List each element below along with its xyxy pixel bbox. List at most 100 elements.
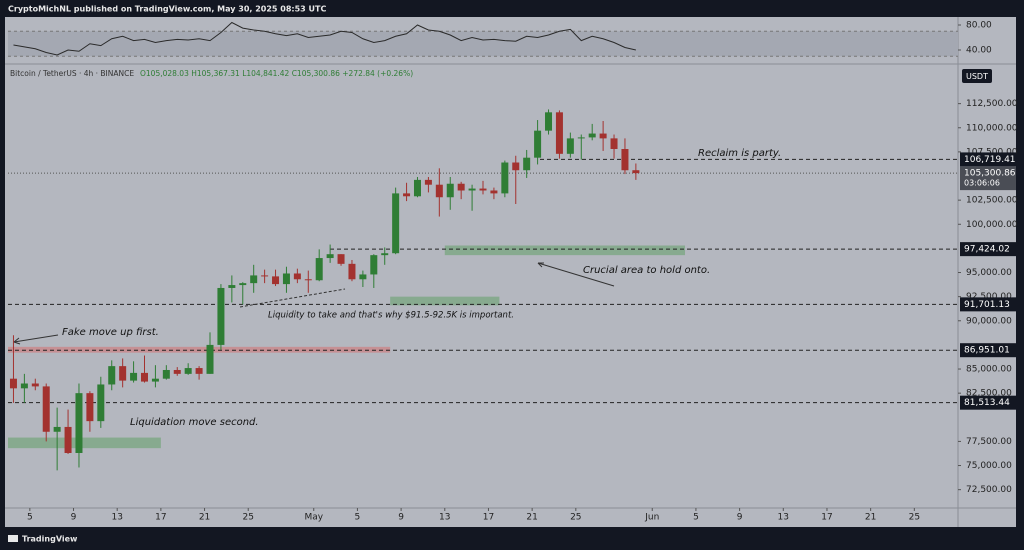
footer-bar [0, 527, 1024, 550]
currency: USDT [966, 72, 988, 81]
x-tick-label: 9 [71, 513, 77, 523]
candle-body [468, 188, 476, 191]
candle-body [31, 383, 39, 387]
candle-body [577, 137, 585, 139]
candle-body [119, 366, 127, 381]
candle-body [523, 157, 531, 171]
x-tick-label: 13 [778, 513, 789, 523]
candle-body [534, 130, 542, 158]
candle-body [632, 170, 640, 174]
x-tick-label: 25 [570, 513, 581, 523]
level-badge [960, 395, 1016, 410]
candle-body [588, 133, 596, 138]
candle-body [140, 372, 148, 382]
candle-body [108, 366, 116, 385]
candle-body [599, 133, 607, 139]
level-label: 97,424.02 [964, 245, 1010, 255]
y-tick-label: 110,000.00 [966, 123, 1018, 133]
candle-body [130, 372, 138, 381]
y-tick-label: 75,000.00 [966, 461, 1012, 471]
trend-line [239, 288, 346, 308]
candle-body [206, 344, 214, 374]
candle-body [446, 183, 454, 198]
zone [444, 245, 686, 256]
annotation: Fake move up first. [62, 327, 159, 338]
candle-body [403, 193, 411, 197]
candle-body [381, 253, 389, 256]
candle-body [228, 285, 236, 288]
y-tick-label: 85,000.00 [966, 365, 1012, 375]
rsi-tick-label: 80.00 [966, 21, 992, 31]
currency-badge [962, 69, 992, 83]
candle-body [359, 274, 367, 280]
candle-body [337, 254, 345, 264]
candle-body [86, 393, 94, 422]
candle-body [348, 263, 356, 280]
last-price-badge [960, 166, 1016, 191]
y-tick-label: 82,500.00 [966, 389, 1012, 399]
candle-body [20, 383, 28, 389]
candle-body [424, 179, 432, 185]
ohlc: O105,028.03 H105,367.31 L104,841.42 C105… [140, 69, 413, 78]
x-tick-label: 9 [737, 513, 743, 523]
arrow [537, 262, 615, 287]
annotation: Crucial area to hold onto. [583, 265, 710, 276]
rsi-line [13, 21, 636, 56]
candle-body [610, 138, 618, 149]
x-tick-label: 25 [243, 513, 254, 523]
candle-body [42, 386, 50, 432]
candle-body [512, 162, 520, 171]
candle-body [501, 162, 509, 194]
candle-body [250, 275, 258, 284]
x-tick-label: 17 [821, 513, 832, 523]
y-tick-label: 100,000.00 [966, 220, 1018, 230]
candle-body [53, 426, 61, 432]
rsi-band [8, 31, 958, 57]
rsi-tick-label: 40.00 [966, 46, 992, 56]
footer: TradingView [22, 535, 78, 544]
level-badge [960, 343, 1016, 358]
candle-body [435, 184, 443, 198]
candle-body [479, 188, 487, 191]
chart-area [5, 17, 1016, 527]
candle-body [64, 426, 72, 453]
candle-body [239, 283, 247, 286]
candle-body [315, 258, 323, 281]
level-label: 106,719.41 [964, 155, 1016, 165]
y-tick-label: 72,500.00 [966, 485, 1012, 495]
y-tick-label: 102,500.00 [966, 196, 1018, 206]
candle-body [413, 179, 421, 197]
annotation: Reclaim is party. [698, 148, 781, 159]
candle-body [162, 369, 170, 379]
candle-body [217, 287, 225, 345]
x-tick-label: 21 [865, 513, 876, 523]
x-tick-label: 5 [693, 513, 699, 523]
level-badge [960, 152, 1016, 167]
arrow [13, 334, 59, 343]
x-tick-label: 5 [355, 513, 361, 523]
level-badge [960, 242, 1016, 257]
x-tick-label: 17 [483, 513, 494, 523]
x-tick-label: 17 [155, 513, 166, 523]
arrow-head [13, 337, 21, 345]
last-price-label: 105,300.86 [964, 169, 1016, 179]
y-tick-label: 90,000.00 [966, 316, 1012, 326]
candle-body [370, 255, 378, 275]
candle-body [457, 183, 465, 191]
candle-body [272, 276, 280, 285]
level-label: 91,701.13 [964, 300, 1010, 310]
y-tick-label: 107,500.00 [966, 147, 1018, 157]
candle-body [392, 193, 400, 254]
x-tick-label: 21 [199, 513, 210, 523]
x-tick-label: 5 [27, 513, 33, 523]
y-tick-label: 95,000.00 [966, 268, 1012, 278]
level-badge [960, 297, 1016, 312]
header: CryptoMichNL published on TradingView.co… [8, 5, 326, 14]
candle-body [195, 368, 203, 374]
x-tick-label: 13 [111, 513, 122, 523]
x-tick-label: May [304, 513, 323, 523]
y-tick-label: 77,500.00 [966, 437, 1012, 447]
candle-body [151, 378, 159, 382]
zone [390, 296, 500, 306]
